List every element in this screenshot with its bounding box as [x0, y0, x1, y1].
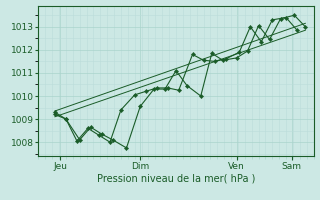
X-axis label: Pression niveau de la mer( hPa ): Pression niveau de la mer( hPa )	[97, 173, 255, 183]
